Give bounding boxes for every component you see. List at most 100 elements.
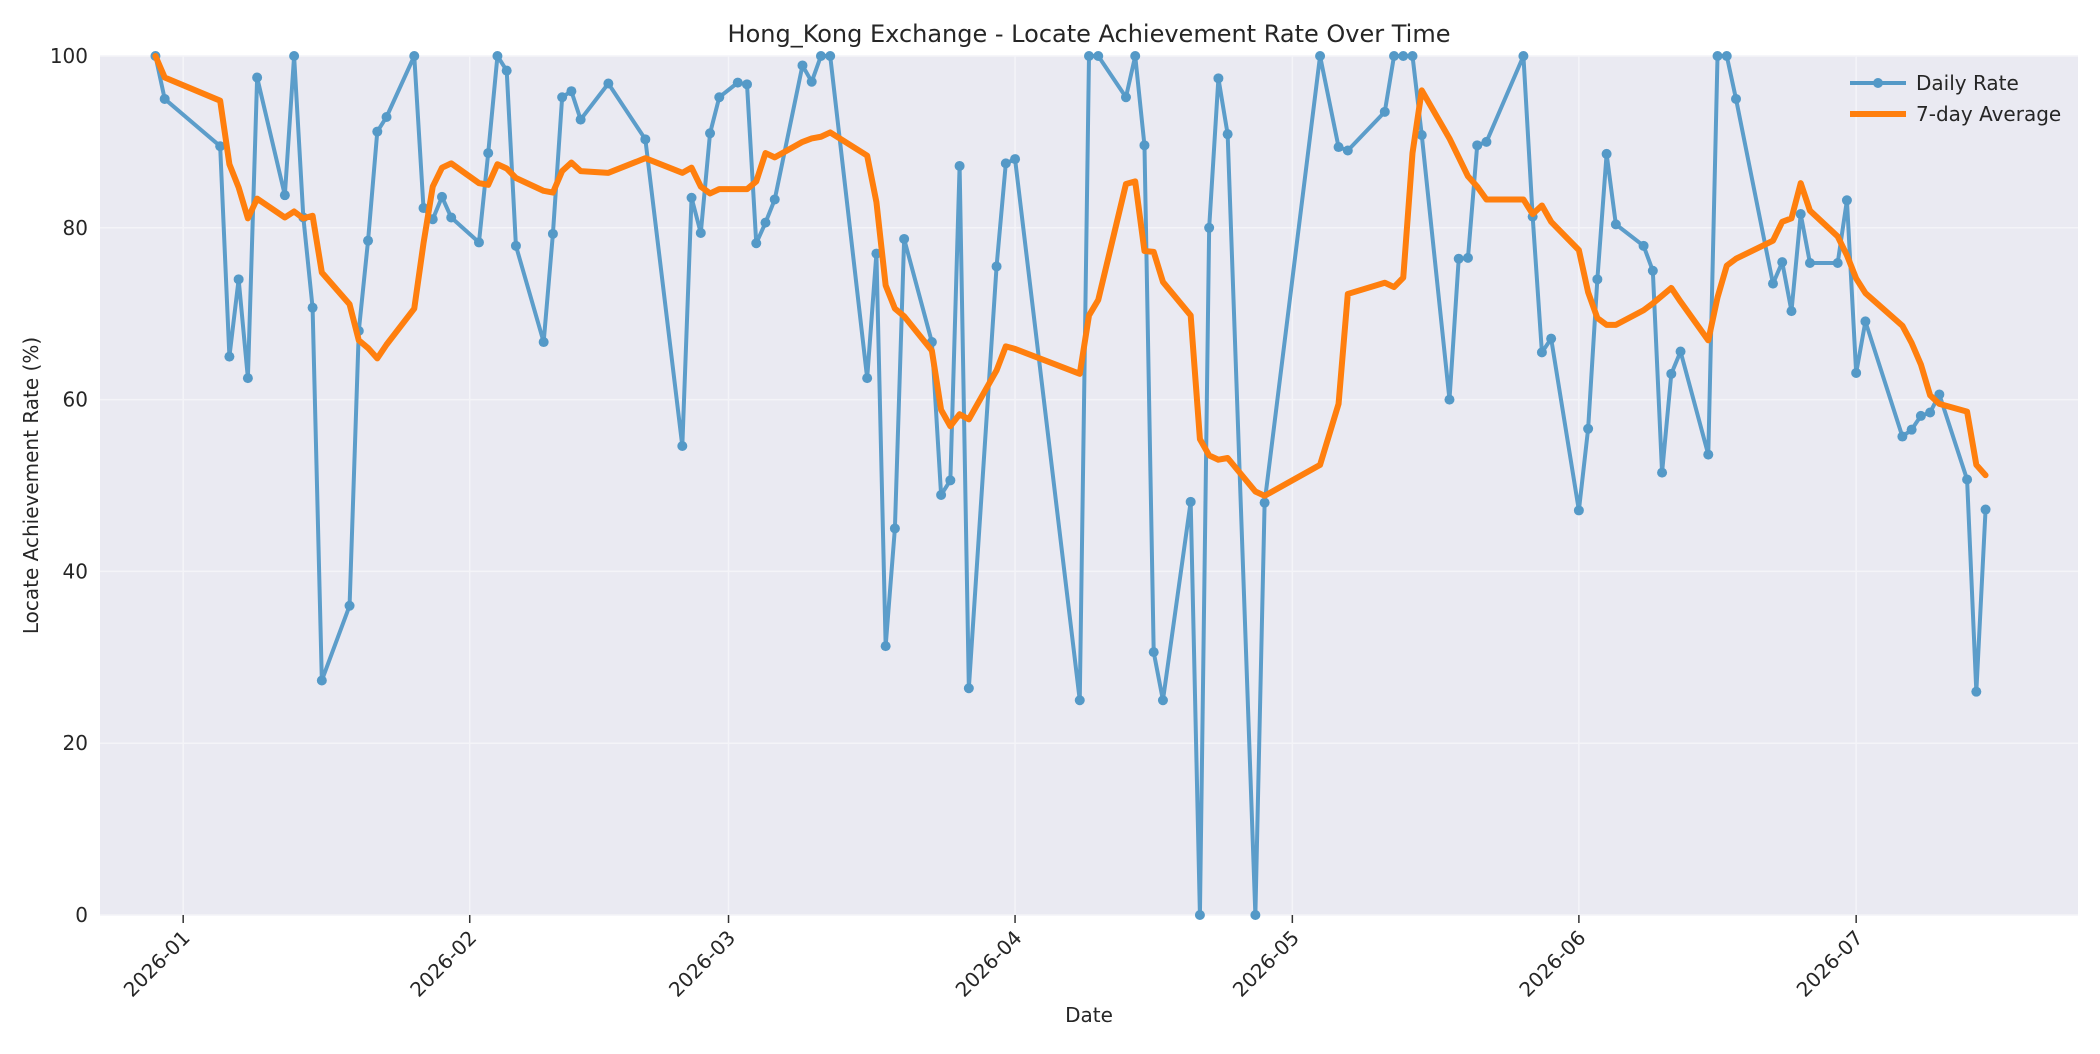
data-point-daily-rate (714, 92, 725, 103)
data-point-daily-rate (1925, 407, 1936, 418)
data-point-daily-rate (603, 78, 614, 89)
data-point-daily-rate (363, 235, 374, 246)
data-point-daily-rate (1213, 73, 1224, 84)
data-point-daily-rate (677, 440, 688, 451)
data-point-daily-rate (1546, 333, 1557, 344)
data-point-daily-rate (1647, 265, 1658, 276)
data-point-daily-rate (954, 160, 965, 171)
data-point-daily-rate (409, 51, 420, 61)
data-point-daily-rate (1536, 347, 1547, 358)
data-point-daily-rate (1915, 410, 1926, 421)
data-point-daily-rate (215, 141, 226, 152)
data-point-daily-rate (1786, 306, 1797, 317)
data-point-daily-rate (159, 93, 170, 104)
data-point-daily-rate (1934, 389, 1945, 400)
data-point-daily-rate (1222, 129, 1233, 140)
data-point-daily-rate (1120, 92, 1131, 103)
data-point-daily-rate (862, 373, 873, 384)
data-point-daily-rate (1481, 136, 1492, 147)
data-point-daily-rate (751, 238, 762, 249)
data-point-daily-rate (1601, 148, 1612, 159)
x-tick-label: 2026-05 (1228, 926, 1304, 1002)
y-tick-label: 100 (50, 44, 88, 68)
data-point-daily-rate (575, 114, 586, 125)
data-point-daily-rate (1795, 209, 1806, 220)
data-point-daily-rate (1389, 51, 1400, 61)
data-point-daily-rate (307, 302, 318, 313)
data-point-daily-rate (1010, 154, 1021, 165)
chart-title: Hong_Kong Exchange - Locate Achievement … (728, 20, 1451, 48)
data-point-daily-rate (1851, 367, 1862, 378)
data-point-daily-rate (760, 217, 771, 228)
data-point-daily-rate (1675, 346, 1686, 357)
legend: Daily Rate 7-day Average (1850, 71, 2061, 126)
data-point-daily-rate (252, 72, 263, 83)
x-tick-label: 2026-07 (1792, 926, 1868, 1002)
data-point-daily-rate (1712, 51, 1723, 61)
legend-label-daily-rate: Daily Rate (1916, 71, 2019, 95)
data-point-daily-rate (686, 192, 697, 203)
data-point-daily-rate (1592, 274, 1603, 285)
data-point-daily-rate (1074, 695, 1085, 706)
grid-layer (100, 55, 2078, 916)
data-point-daily-rate (1666, 368, 1677, 379)
y-axis-label: Locate Achievement Rate (%) (19, 337, 43, 634)
data-point-daily-rate (797, 60, 808, 71)
data-point-daily-rate (1250, 910, 1261, 920)
data-point-daily-rate (492, 51, 503, 61)
data-point-daily-rate (705, 128, 716, 139)
series-line-daily-rate (153, 54, 1988, 917)
data-point-daily-rate (1472, 140, 1483, 151)
x-tick-label: 2026-01 (119, 926, 195, 1002)
data-point-daily-rate (825, 51, 836, 61)
data-point-daily-rate (1721, 51, 1732, 61)
data-point-daily-rate (889, 523, 900, 534)
data-point-daily-rate (446, 212, 457, 223)
data-point-daily-rate (1342, 145, 1353, 156)
data-point-daily-rate (1000, 158, 1011, 169)
data-point-daily-rate (381, 111, 392, 122)
data-point-daily-rate (1185, 496, 1196, 507)
data-point-daily-rate (1906, 424, 1917, 435)
data-point-daily-rate (473, 237, 484, 248)
data-point-daily-rate (1804, 258, 1815, 269)
data-point-daily-rate (991, 261, 1002, 272)
data-point-daily-rate (1518, 51, 1529, 61)
data-point-daily-rate (1777, 257, 1788, 268)
data-point-daily-rate (1703, 449, 1714, 460)
data-point-daily-rate (1407, 51, 1418, 61)
data-point-daily-rate (1416, 130, 1427, 141)
data-point-daily-rate (806, 76, 817, 87)
data-point-daily-rate (769, 194, 780, 205)
y-tick-label: 40 (63, 559, 88, 583)
data-point-daily-rate (1139, 140, 1150, 151)
data-point-daily-rate (1444, 394, 1455, 405)
data-point-daily-rate (742, 79, 753, 90)
data-point-daily-rate (1638, 240, 1649, 251)
data-point-daily-rate (1583, 423, 1594, 434)
data-point-daily-rate (1398, 51, 1409, 61)
data-point-daily-rate (880, 641, 891, 652)
data-point-daily-rate (1897, 431, 1908, 442)
data-point-daily-rate (242, 373, 253, 384)
data-point-daily-rate (640, 134, 651, 145)
data-point-daily-rate (510, 240, 521, 251)
data-point-daily-rate (1731, 93, 1742, 104)
data-point-daily-rate (899, 233, 910, 244)
data-point-daily-rate (1093, 51, 1104, 61)
data-point-daily-rate (1860, 316, 1871, 327)
series-layer (150, 51, 1991, 920)
data-point-daily-rate (1379, 106, 1390, 117)
data-point-daily-rate (501, 65, 512, 76)
data-point-daily-rate (695, 227, 706, 238)
data-point-daily-rate (1767, 278, 1778, 289)
x-tick-label: 2026-04 (951, 926, 1027, 1002)
x-tick-label: 2026-03 (664, 926, 740, 1002)
legend-marker-daily-rate (1873, 78, 1883, 88)
data-point-daily-rate (963, 683, 974, 694)
data-point-daily-rate (1832, 258, 1843, 269)
data-point-daily-rate (1204, 222, 1215, 233)
y-tick-label: 20 (63, 731, 88, 755)
